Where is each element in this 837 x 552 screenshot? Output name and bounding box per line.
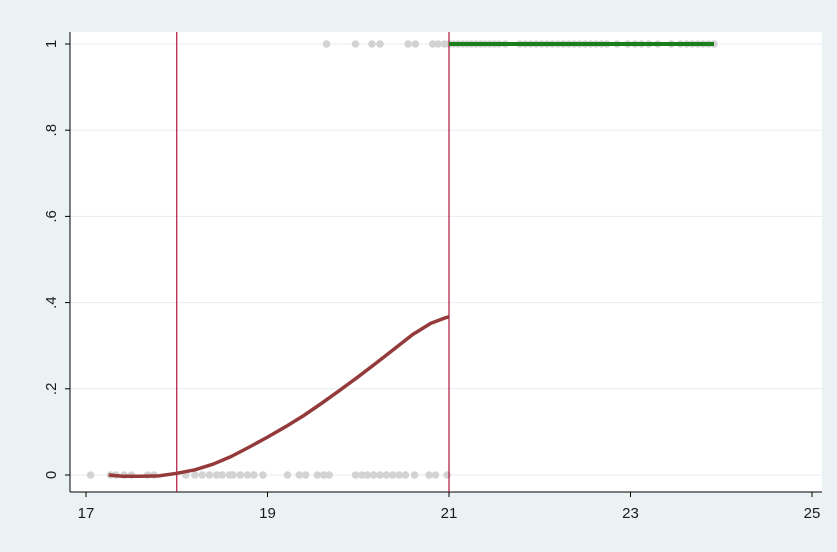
y-tick-label-3: .6 <box>43 210 60 223</box>
x-tick-label-0: 17 <box>78 505 95 522</box>
data-point-41 <box>376 40 384 48</box>
data-point-31 <box>388 471 397 479</box>
data-point-19 <box>283 471 292 479</box>
data-point-26 <box>358 471 366 479</box>
x-tick-label-1: 19 <box>259 505 276 522</box>
data-point-38 <box>322 40 331 48</box>
data-point-45 <box>434 40 442 48</box>
data-point-36 <box>431 471 440 479</box>
data-point-30 <box>382 471 391 479</box>
data-point-12 <box>218 471 226 479</box>
data-point-29 <box>376 471 384 479</box>
y-tick-label-0: 0 <box>43 471 60 479</box>
data-point-23 <box>319 471 328 479</box>
data-point-11 <box>212 471 221 479</box>
data-point-27 <box>363 471 372 479</box>
data-point-25 <box>351 471 360 479</box>
fit-line-below <box>108 315 450 479</box>
data-point-14 <box>229 471 237 479</box>
y-tick-label-4: .8 <box>43 124 60 137</box>
data-point-20 <box>295 471 304 479</box>
plot-area <box>70 32 822 492</box>
data-point-22 <box>313 471 322 479</box>
data-point-37 <box>443 471 451 479</box>
x-tick-label-4: 25 <box>804 505 821 522</box>
data-point-39 <box>351 40 360 48</box>
x-tick-label-2: 21 <box>441 505 458 522</box>
data-point-28 <box>369 471 378 479</box>
data-point-21 <box>301 471 310 479</box>
data-point-16 <box>243 471 252 479</box>
data-point-8 <box>191 471 199 479</box>
data-point-34 <box>410 471 419 479</box>
y-tick-label-2: .4 <box>43 296 60 309</box>
data-point-40 <box>368 40 376 48</box>
data-point-10 <box>205 471 214 479</box>
data-point-18 <box>259 471 267 479</box>
data-point-33 <box>401 471 410 479</box>
data-point-44 <box>428 40 437 48</box>
data-point-17 <box>250 471 258 479</box>
x-tick-label-3: 23 <box>622 505 639 522</box>
data-point-24 <box>325 471 334 479</box>
y-tick-label-5: 1 <box>43 40 60 48</box>
data-point-0 <box>86 471 95 479</box>
y-tick-label-1: .2 <box>43 383 60 396</box>
data-point-43 <box>411 40 420 48</box>
data-point-35 <box>425 471 433 479</box>
data-point-15 <box>236 471 245 479</box>
data-point-9 <box>198 471 206 479</box>
data-point-32 <box>395 471 403 479</box>
data-point-42 <box>404 40 412 48</box>
